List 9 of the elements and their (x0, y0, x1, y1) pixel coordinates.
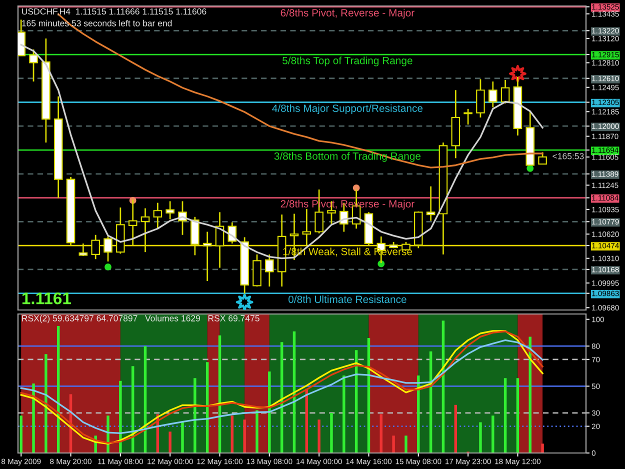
chart-title: USDCHF,H4 1.11515 1.11666 1.11515 1.11606 (22, 8, 206, 16)
text: 165 minutes 53 seconds left to bar end (22, 20, 172, 26)
ref-line-label: 5/8ths Top of Trading Range (282, 56, 412, 66)
ref-line-label: 4/8ths Major Support/Resistance (272, 104, 423, 114)
ref-line-label: 6/8ths Pivot, Reverse - Major (280, 8, 414, 19)
text: <165:53 (552, 153, 584, 160)
ref-line-label: 0/8th Ultimate Resistance (288, 295, 406, 304)
annotation: 1.1161 (22, 292, 72, 304)
ref-line-label: 3/8ths Bottom of Trading Range (274, 152, 421, 162)
